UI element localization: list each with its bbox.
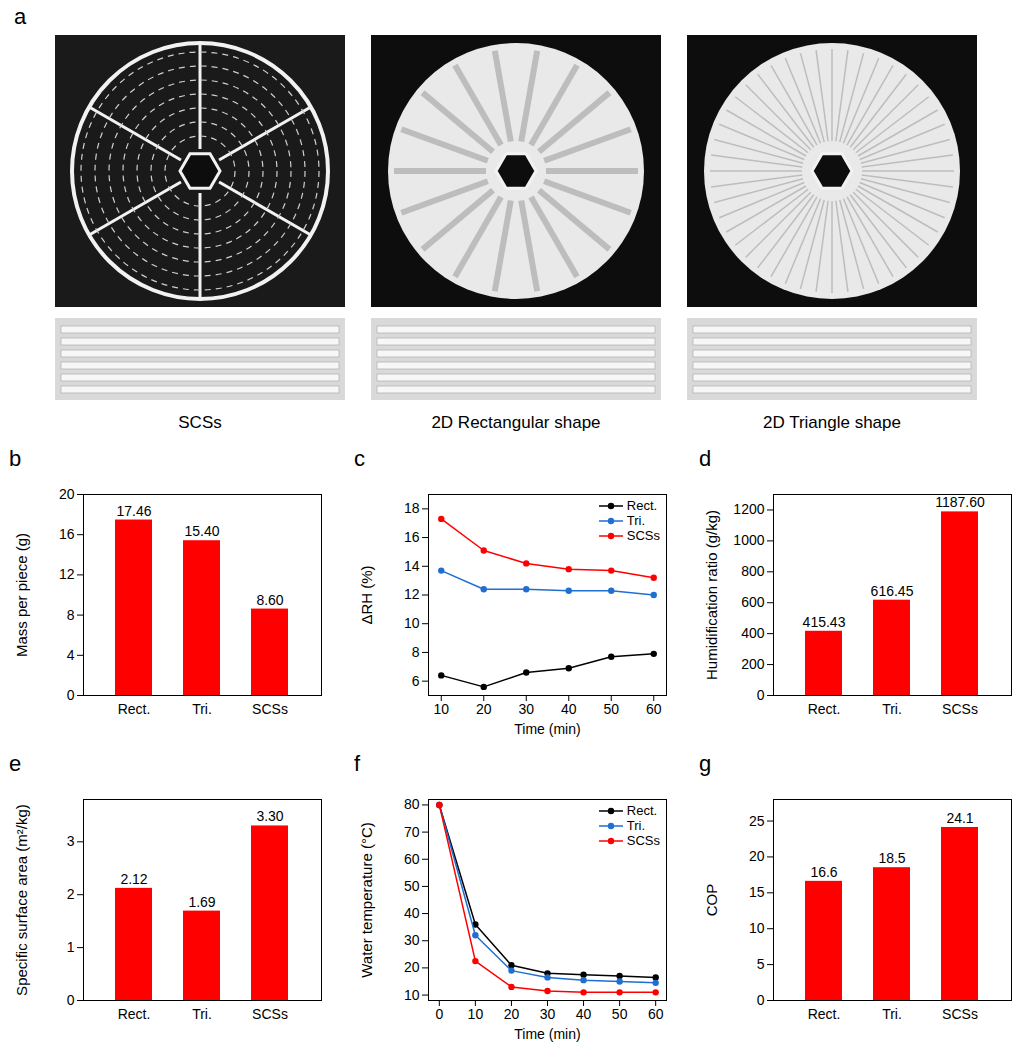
svg-text:200: 200	[741, 656, 765, 672]
svg-text:800: 800	[741, 563, 765, 579]
svg-text:60: 60	[404, 851, 420, 867]
svg-text:Time (min): Time (min)	[514, 1026, 580, 1042]
svg-text:20: 20	[476, 701, 492, 717]
svg-text:60: 60	[648, 1006, 664, 1022]
svg-text:17.46: 17.46	[116, 503, 151, 519]
svg-text:Tri.: Tri.	[192, 1006, 212, 1022]
svg-text:10: 10	[749, 920, 765, 936]
svg-text:50: 50	[612, 1006, 628, 1022]
html-text:Specific surface area (m²/kg): Specific surface area (m²/kg)	[12, 803, 30, 996]
html-text:COP: COP	[702, 883, 720, 916]
html-text:Mass per piece (g): Mass per piece (g)	[12, 532, 30, 657]
html-text:Tri.: Tri.	[626, 513, 646, 528]
svg-text:SCSs: SCSs	[252, 701, 288, 717]
html-text:SCSs: SCSs	[626, 833, 660, 848]
svg-text:16: 16	[404, 529, 420, 545]
html-text:g: g	[699, 751, 712, 776]
svg-text:Rect.: Rect.	[808, 701, 841, 717]
html-text:f: f	[354, 751, 361, 776]
svg-text:1: 1	[67, 939, 75, 955]
html-text:Rect.: Rect.	[626, 803, 658, 818]
svg-text:25: 25	[749, 813, 765, 829]
svg-text:8.60: 8.60	[256, 592, 283, 608]
svg-text:Tri.: Tri.	[882, 701, 902, 717]
svg-text:Tri.: Tri.	[192, 701, 212, 717]
svg-text:Rect.: Rect.	[118, 1006, 151, 1022]
svg-text:50: 50	[404, 878, 420, 894]
svg-text:5: 5	[757, 956, 765, 972]
svg-text:Time (min): Time (min)	[514, 721, 580, 737]
svg-text:3.30: 3.30	[256, 808, 283, 824]
svg-text:10: 10	[404, 615, 420, 631]
svg-text:616.45: 616.45	[871, 583, 914, 599]
svg-text:10: 10	[468, 1006, 484, 1022]
svg-text:18.5: 18.5	[878, 850, 905, 866]
html-text:SCSs: SCSs	[626, 528, 660, 543]
svg-text:40: 40	[404, 905, 420, 921]
svg-text:Rect.: Rect.	[118, 701, 151, 717]
svg-text:0: 0	[435, 1006, 443, 1022]
svg-text:20: 20	[404, 959, 420, 975]
svg-text:80: 80	[404, 796, 420, 812]
svg-text:SCSs: SCSs	[178, 413, 221, 432]
svg-text:415.43: 415.43	[803, 614, 846, 630]
svg-text:Tri.: Tri.	[882, 1006, 902, 1022]
svg-text:2D Triangle shape: 2D Triangle shape	[763, 413, 901, 432]
svg-text:SCSs: SCSs	[942, 701, 978, 717]
svg-text:2: 2	[67, 886, 75, 902]
svg-text:15: 15	[749, 884, 765, 900]
svg-text:1.69: 1.69	[188, 894, 215, 910]
svg-text:12: 12	[59, 566, 75, 582]
svg-text:8: 8	[67, 607, 75, 623]
html-text:Water temperature (°C): Water temperature (°C)	[357, 821, 375, 978]
svg-text:40: 40	[576, 1006, 592, 1022]
svg-text:20: 20	[749, 848, 765, 864]
svg-text:1000: 1000	[733, 532, 764, 548]
svg-text:SCSs: SCSs	[942, 1006, 978, 1022]
html-text:e: e	[9, 751, 22, 776]
svg-text:10: 10	[404, 987, 420, 1003]
svg-text:4: 4	[67, 647, 75, 663]
svg-text:2D Rectangular shape: 2D Rectangular shape	[431, 413, 600, 432]
svg-text:18: 18	[404, 500, 420, 516]
svg-text:16.6: 16.6	[810, 864, 837, 880]
svg-text:0: 0	[757, 992, 765, 1008]
svg-text:24.1: 24.1	[946, 810, 973, 826]
html-text:Tri.: Tri.	[626, 818, 646, 833]
svg-text:15.40: 15.40	[184, 523, 219, 539]
svg-text:16: 16	[59, 526, 75, 542]
html-text:c: c	[354, 446, 365, 471]
svg-text:50: 50	[603, 701, 619, 717]
svg-text:12: 12	[404, 586, 420, 602]
html-text:b: b	[9, 446, 22, 471]
svg-text:60: 60	[646, 701, 662, 717]
svg-text:8: 8	[412, 644, 420, 660]
svg-text:20: 20	[504, 1006, 520, 1022]
svg-text:70: 70	[404, 824, 420, 840]
svg-text:30: 30	[518, 701, 534, 717]
svg-text:0: 0	[757, 687, 765, 703]
svg-text:SCSs: SCSs	[252, 1006, 288, 1022]
svg-text:2.12: 2.12	[120, 871, 147, 887]
svg-text:3: 3	[67, 833, 75, 849]
svg-text:400: 400	[741, 625, 765, 641]
svg-text:30: 30	[540, 1006, 556, 1022]
svg-text:40: 40	[561, 701, 577, 717]
svg-text:6: 6	[412, 673, 420, 689]
html-text:ΔRH (%): ΔRH (%)	[357, 564, 375, 625]
svg-text:1200: 1200	[733, 501, 764, 517]
svg-text:1187.60: 1187.60	[935, 494, 985, 510]
svg-text:600: 600	[741, 594, 765, 610]
svg-text:30: 30	[404, 932, 420, 948]
svg-text:20: 20	[59, 486, 75, 502]
svg-text:10: 10	[433, 701, 449, 717]
svg-text:0: 0	[67, 992, 75, 1008]
html-text:Humidification ratio (g/kg): Humidification ratio (g/kg)	[702, 509, 720, 680]
svg-text:a: a	[14, 4, 27, 29]
svg-text:Rect.: Rect.	[808, 1006, 841, 1022]
svg-text:14: 14	[404, 558, 420, 574]
html-text:Rect.: Rect.	[626, 498, 658, 513]
html-text:d: d	[699, 446, 712, 471]
svg-text:0: 0	[67, 687, 75, 703]
